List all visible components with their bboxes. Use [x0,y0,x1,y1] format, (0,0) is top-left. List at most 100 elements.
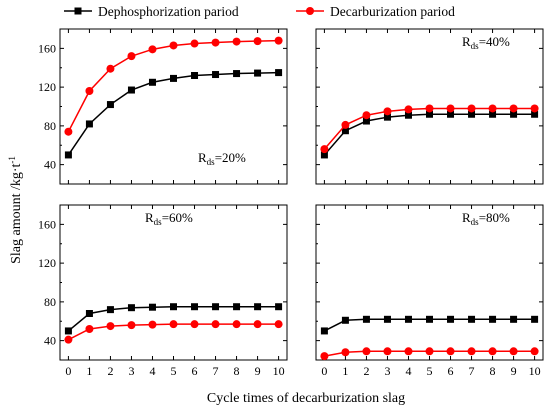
data-point-decarburization [169,41,178,50]
x-tick-label: 6 [192,364,198,378]
data-point-dephosphorization [212,303,220,311]
data-point-dephosphorization [404,111,412,119]
x-tick-label: 0 [65,364,71,378]
data-point-dephosphorization [64,327,72,335]
data-point-decarburization [320,145,329,154]
data-point-dephosphorization [341,316,349,324]
panel-frame [59,204,288,361]
x-tick-label: 4 [149,364,155,378]
data-point-decarburization [211,320,220,329]
data-point-decarburization [232,320,241,329]
rds-label-main: R [462,34,471,49]
data-point-decarburization [362,347,371,356]
data-point-dephosphorization [127,86,135,94]
data-point-dephosphorization [212,71,220,79]
data-point-decarburization [488,347,497,356]
data-point-decarburization [404,347,413,356]
data-point-dephosphorization [64,151,72,159]
data-point-decarburization [383,347,392,356]
data-point-dephosphorization [170,74,177,82]
panel-rds-20: 40 80 120 160 Rds=20% [38,28,288,185]
x-tick-label: 7 [213,364,219,378]
data-point-decarburization [530,347,539,356]
data-point-dephosphorization [148,78,156,86]
data-point-decarburization [169,320,178,329]
rds-label-value: =60% [162,210,193,225]
data-point-dephosphorization [275,69,283,77]
rds-label: Rds=40% [462,34,510,51]
data-point-decarburization [190,39,199,48]
x-tick-label: 5 [427,364,433,378]
data-point-dephosphorization [510,315,518,323]
legend-label-dephosphorization: Dephosphorization pariod [98,4,239,19]
data-point-dephosphorization [106,101,114,109]
data-point-decarburization [341,348,350,357]
y-tick-label: 160 [38,41,56,55]
data-point-dephosphorization [383,113,391,121]
data-point-decarburization [488,104,497,113]
x-tick-label: 9 [511,364,517,378]
data-point-decarburization [425,104,434,113]
data-point-decarburization [85,325,94,333]
data-point-dephosphorization [85,120,93,128]
x-tick-label: 4 [405,364,411,378]
data-point-decarburization [446,104,455,113]
data-point-dephosphorization [191,303,199,311]
y-tick-label: 40 [44,158,56,172]
data-point-decarburization [425,347,434,356]
data-point-decarburization [509,347,518,356]
data-point-decarburization [467,104,476,113]
rds-label-subscript: ds [471,217,480,227]
data-point-dephosphorization [489,110,497,118]
data-point-decarburization [383,107,392,116]
rds-label-value: =20% [215,150,246,165]
x-tick-label: 10 [529,364,541,378]
data-point-dephosphorization [254,303,262,311]
legend-entry-decarburization: Decarburization pariod [296,4,455,19]
x-tick-label: 10 [273,364,285,378]
legend-entry-dephosphorization: Dephosphorization pariod [64,4,239,19]
y-axis-title: Slag amount /kg·t-1 [7,156,24,264]
data-point-decarburization [106,64,115,73]
panel-frame [59,28,288,185]
x-tick-label: 5 [171,364,177,378]
data-point-dephosphorization [191,72,199,79]
x-tick-label: 7 [469,364,475,378]
panel-rds-80: 0 1 2 3 4 5 6 7 8 9 10 Rds=80% [315,204,544,378]
rds-label-value: =40% [479,34,510,49]
data-point-dephosphorization [447,315,455,323]
legend-label-decarburization: Decarburization pariod [330,4,455,19]
data-point-dephosphorization [233,70,241,78]
rds-label-subscript: ds [471,41,480,51]
legend-marker-square [74,7,82,15]
data-point-dephosphorization [531,110,539,118]
rds-label-subscript: ds [207,157,216,167]
data-point-dephosphorization [447,110,455,118]
data-point-decarburization [320,352,329,361]
data-point-decarburization [85,87,94,95]
data-point-dephosphorization [170,303,177,311]
rds-label: Rds=60% [145,210,193,227]
panel-rds-60: 40 80 120 160 0 1 2 3 4 5 6 7 8 9 10 Rds=60% [38,204,288,378]
rds-label: Rds=20% [198,150,246,167]
data-point-dephosphorization [254,69,262,77]
data-point-dephosphorization [426,315,433,323]
y-tick-label: 120 [38,80,56,94]
data-point-dephosphorization [426,110,433,118]
x-tick-label: 6 [448,364,454,378]
data-point-decarburization [148,320,157,329]
data-point-dephosphorization [468,315,476,323]
data-point-decarburization [211,38,220,47]
data-point-dephosphorization [468,110,476,118]
data-point-dephosphorization [320,327,328,335]
x-tick-label: 2 [363,364,369,378]
data-point-dephosphorization [275,303,283,311]
rds-label-value: =80% [479,210,510,225]
series-line-dephosphorization [67,71,279,156]
data-point-decarburization [190,320,199,329]
panel-frame [315,204,544,361]
data-point-decarburization [106,322,115,331]
x-tick-label: 3 [384,364,390,378]
data-point-dephosphorization [489,315,497,323]
